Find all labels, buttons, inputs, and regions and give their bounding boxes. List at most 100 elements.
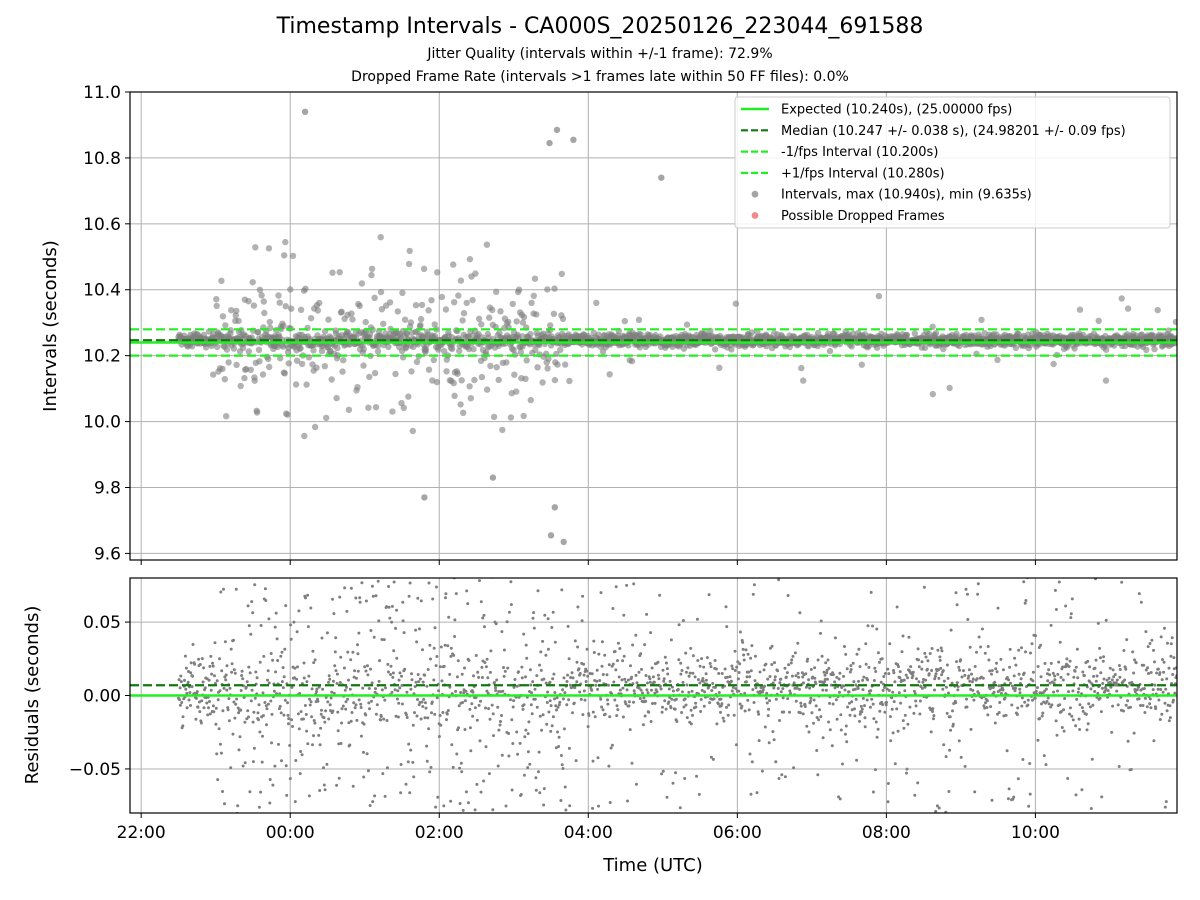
- residual-point: [1061, 665, 1065, 669]
- residual-point: [972, 698, 976, 702]
- outlier-point: [658, 174, 665, 181]
- residual-point: [209, 654, 213, 658]
- interval-point: [454, 370, 461, 377]
- residual-point: [249, 632, 253, 636]
- interval-point: [562, 361, 569, 368]
- residual-point: [944, 685, 948, 689]
- residual-point: [1116, 703, 1120, 707]
- residual-point: [1131, 650, 1135, 654]
- residual-point: [958, 668, 962, 672]
- residual-point: [306, 625, 310, 629]
- residual-point: [1085, 728, 1089, 732]
- residual-point: [400, 702, 404, 706]
- residual-point: [949, 728, 953, 732]
- residual-point: [394, 714, 398, 718]
- residual-point: [385, 719, 389, 722]
- residual-point: [774, 697, 778, 701]
- residual-point: [607, 683, 610, 687]
- residual-point: [443, 643, 447, 647]
- residual-point: [422, 697, 426, 701]
- residual-point: [714, 667, 718, 671]
- residual-point: [653, 701, 657, 705]
- interval-point: [1076, 306, 1084, 313]
- residual-point: [1173, 691, 1177, 695]
- residual-point: [1142, 663, 1146, 667]
- residual-point: [198, 710, 202, 714]
- residual-point: [753, 679, 757, 683]
- residual-point: [418, 627, 421, 631]
- residual-point: [386, 662, 390, 666]
- residual-point: [994, 667, 998, 671]
- residual-point: [857, 679, 860, 683]
- residual-point: [441, 711, 445, 714]
- residual-point: [612, 680, 616, 684]
- interval-point: [489, 306, 496, 314]
- residual-point: [815, 716, 819, 719]
- residual-point: [576, 645, 580, 649]
- residual-point: [891, 690, 895, 694]
- residual-point: [568, 683, 572, 687]
- interval-point: [241, 374, 248, 382]
- residual-point: [308, 697, 312, 701]
- residual-point: [885, 700, 889, 704]
- interval-point: [297, 306, 305, 313]
- residual-point: [400, 683, 404, 687]
- residual-point: [251, 760, 255, 764]
- residual-point: [231, 732, 235, 736]
- residual-point: [215, 679, 219, 683]
- residual-point: [1020, 646, 1023, 650]
- residual-point: [486, 691, 490, 695]
- residual-point: [598, 679, 602, 682]
- residual-point: [1133, 690, 1137, 694]
- residual-point: [562, 676, 566, 680]
- residual-point: [924, 678, 928, 682]
- residual-point: [494, 622, 498, 626]
- residual-point: [523, 735, 527, 739]
- residual-point: [687, 690, 691, 694]
- residual-point: [875, 627, 879, 631]
- residual-point: [455, 675, 459, 679]
- interval-point: [261, 309, 268, 317]
- residual-point: [936, 648, 940, 652]
- residual-point: [550, 724, 554, 728]
- residual-point: [255, 676, 259, 680]
- residual-point: [1096, 691, 1100, 695]
- residual-point: [1086, 659, 1090, 663]
- interval-point: [921, 344, 929, 351]
- residual-point: [1167, 666, 1171, 670]
- residual-point: [568, 804, 572, 808]
- residual-point: [632, 689, 636, 693]
- residual-point: [699, 698, 703, 701]
- residual-point: [304, 713, 308, 716]
- residual-point: [1053, 588, 1057, 592]
- interval-point: [245, 298, 252, 305]
- interval-point: [371, 294, 378, 301]
- residual-point: [560, 588, 564, 592]
- residual-point: [987, 658, 991, 662]
- residual-point: [671, 781, 675, 785]
- residual-point: [179, 680, 183, 684]
- residual-point: [409, 687, 413, 691]
- residual-point: [845, 667, 849, 671]
- residual-point: [1144, 668, 1148, 672]
- residual-point: [1148, 642, 1152, 645]
- interval-point: [408, 368, 415, 375]
- interval-point: [266, 363, 273, 371]
- residual-point: [932, 714, 936, 718]
- residual-point: [939, 646, 943, 650]
- residual-point: [184, 666, 188, 670]
- interval-point: [532, 346, 539, 354]
- residual-point: [458, 766, 462, 770]
- residual-point: [571, 676, 575, 680]
- interval-point: [606, 371, 613, 378]
- residual-point: [794, 699, 798, 703]
- residual-point: [284, 604, 288, 608]
- residual-point: [366, 664, 369, 668]
- x-tick-label: 00:00: [266, 823, 315, 843]
- residual-point: [685, 683, 689, 687]
- interval-point: [929, 390, 936, 398]
- residual-point: [550, 626, 554, 629]
- residual-point: [968, 645, 972, 649]
- residual-point: [784, 675, 788, 679]
